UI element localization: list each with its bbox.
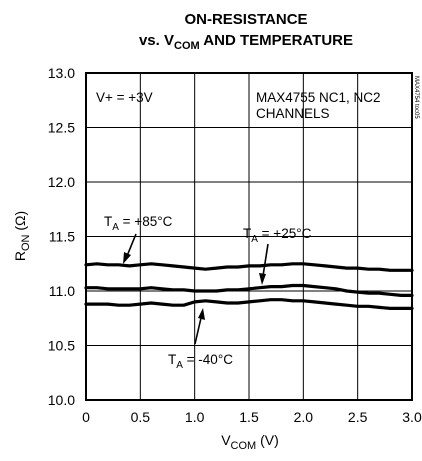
label-m40c-suffix: = -40°C	[183, 352, 233, 367]
x-axis-label-suffix: (V)	[256, 432, 279, 448]
x-axis-label: VCOM (V)	[221, 432, 279, 452]
y-tick-label: 13.0	[48, 65, 75, 81]
series-line-85c	[84, 262, 414, 272]
label-m40c-main: T	[168, 352, 176, 367]
label-arrows	[123, 233, 269, 345]
supply-annotation: V+ = +3V	[96, 90, 153, 105]
x-axis-label-sub: COM	[231, 440, 257, 452]
watermark-label: MAX4754 toc05	[413, 76, 419, 119]
y-tick-label: 10.5	[48, 338, 75, 354]
x-axis-ticks: 0 0.5 1.0 1.5 2.0 2.5 3.0	[82, 409, 422, 425]
series-line-m40c	[84, 298, 414, 310]
y-axis-label-sub: ON	[20, 234, 32, 251]
arrow-m40c-head	[198, 308, 205, 320]
series-labels: TA = +85°C TA = +25°C TA = -40°C	[104, 214, 312, 371]
y-axis-label-main: R	[12, 251, 28, 261]
arrow-85c-head	[123, 252, 131, 264]
arrow-25c-head	[259, 273, 266, 285]
label-25c-sub: A	[251, 234, 258, 245]
label-85c-suffix: = +85°C	[119, 214, 173, 229]
label-85c: TA = +85°C	[104, 214, 173, 233]
x-tick-label: 3.0	[402, 409, 422, 425]
label-85c-main: T	[104, 214, 112, 229]
arrow-85c-shaft	[126, 233, 137, 257]
y-tick-label: 12.0	[48, 174, 75, 190]
y-tick-label: 12.5	[48, 120, 75, 136]
y-tick-label: 10.0	[48, 392, 75, 408]
label-25c: TA = +25°C	[243, 226, 312, 245]
x-tick-label: 1.5	[239, 409, 259, 425]
part-annotation-line2: CHANNELS	[256, 106, 330, 121]
y-axis-ticks: 10.0 10.5 11.0 11.5 12.0 12.5 13.0	[48, 65, 75, 408]
chart-title-line1: ON-RESISTANCE	[184, 11, 307, 28]
title-subscript: COM	[174, 40, 200, 52]
label-m40c: TA = -40°C	[168, 352, 233, 371]
grid	[86, 73, 412, 400]
x-tick-label: 2.0	[294, 409, 314, 425]
x-axis-label-main: V	[221, 432, 231, 448]
y-axis-label: RON (Ω)	[12, 211, 32, 261]
label-25c-suffix: = +25°C	[258, 226, 312, 241]
x-tick-label: 0.5	[131, 409, 151, 425]
x-tick-label: 0	[82, 409, 90, 425]
y-tick-label: 11.0	[49, 283, 75, 299]
arrow-m40c-shaft	[194, 317, 202, 345]
label-85c-sub: A	[112, 222, 119, 233]
series-line-25c	[84, 283, 414, 297]
series-lines	[84, 262, 414, 310]
y-tick-label: 11.5	[49, 229, 75, 245]
label-25c-main: T	[243, 226, 251, 241]
arrow-25c-shaft	[262, 243, 269, 277]
x-tick-label: 1.0	[185, 409, 205, 425]
part-annotation-line1: MAX4755 NC1, NC2	[256, 90, 381, 105]
chart-title-line2: vs. VCOM AND TEMPERATURE	[139, 32, 353, 52]
y-axis-label-suffix: (Ω)	[12, 211, 28, 235]
title-suffix: AND TEMPERATURE	[200, 32, 353, 49]
title-prefix: vs. V	[139, 32, 174, 49]
label-m40c-sub: A	[176, 360, 183, 371]
x-tick-label: 2.5	[348, 409, 368, 425]
plot-frame	[85, 72, 413, 401]
